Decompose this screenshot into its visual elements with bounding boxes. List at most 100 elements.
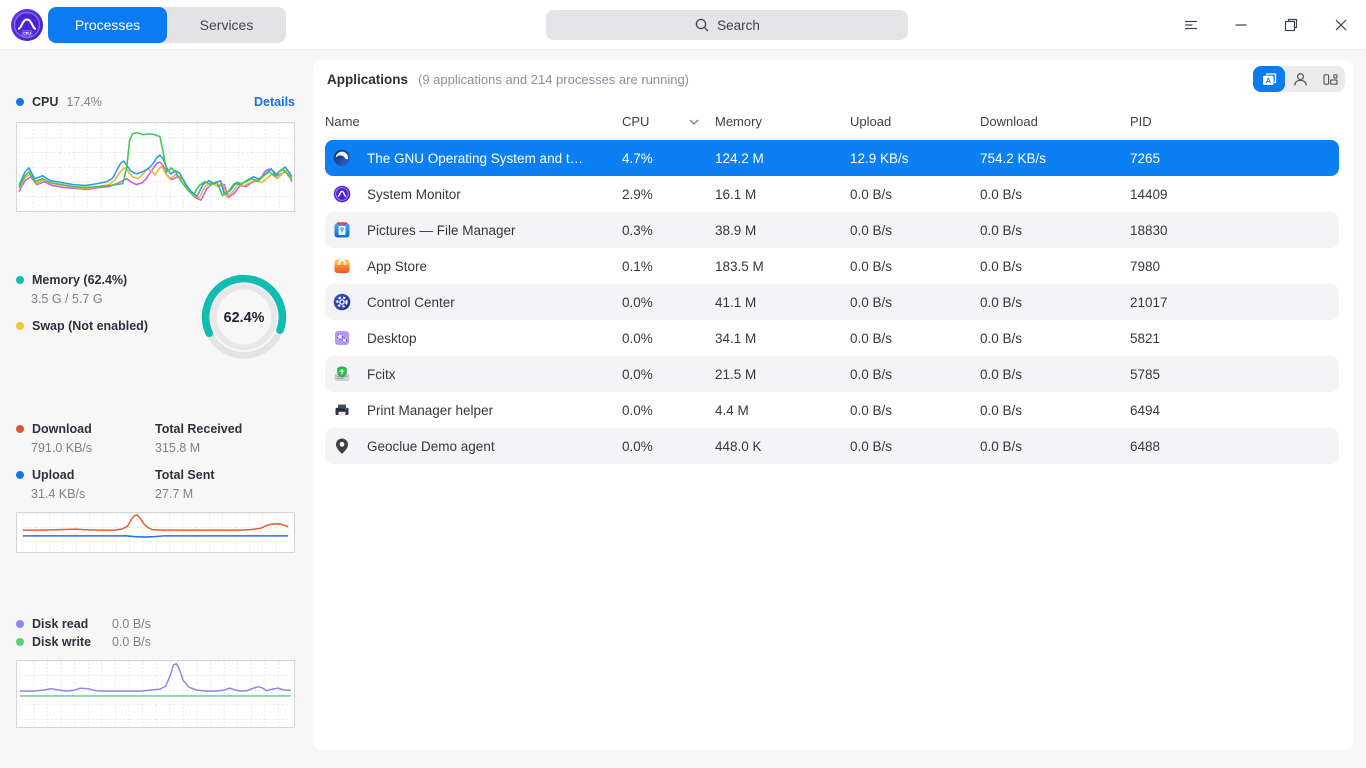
my-processes-view-button[interactable] [1285, 66, 1315, 92]
process-table: The GNU Operating System and t… 4.7% 124… [325, 140, 1339, 464]
applications-view-icon: A [1262, 72, 1276, 85]
process-cpu: 0.0% [622, 402, 653, 418]
control-center-icon [325, 293, 367, 311]
menu-icon[interactable] [1166, 0, 1216, 50]
network-history-chart [16, 512, 295, 553]
column-header-name[interactable]: Name [325, 114, 360, 129]
process-upload: 0.0 B/s [850, 186, 893, 202]
process-name: Geoclue Demo agent [367, 438, 495, 454]
process-pid: 7265 [1130, 150, 1161, 166]
process-name: App Store [367, 258, 428, 274]
process-cpu: 0.3% [622, 222, 653, 238]
disk-read-bullet-icon [16, 620, 24, 628]
download-series [22, 514, 289, 531]
app-logo-icon: CPU [11, 9, 43, 41]
window-controls [1166, 0, 1366, 50]
printer-icon [325, 401, 367, 419]
process-pid: 5785 [1130, 366, 1161, 382]
cpu-details-link[interactable]: Details [254, 95, 295, 109]
maximize-icon[interactable] [1266, 0, 1316, 50]
process-name: System Monitor [367, 186, 461, 202]
table-row[interactable]: The GNU Operating System and t… 4.7% 124… [325, 140, 1339, 176]
table-row[interactable]: System Monitor 2.9% 16.1 M 0.0 B/s 0.0 B… [325, 176, 1339, 212]
process-download: 0.0 B/s [980, 330, 1023, 346]
swap-bullet-icon [16, 322, 24, 330]
process-name: Desktop [367, 330, 417, 346]
cpu-value: 17.4% [66, 95, 102, 109]
disk-read-label: Disk read [32, 617, 89, 631]
upload-bullet-icon [16, 471, 24, 479]
download-label: Download [32, 422, 92, 436]
process-memory: 448.0 K [715, 438, 762, 454]
table-row[interactable]: App Store 0.1% 183.5 M 0.0 B/s 0.0 B/s 7… [325, 248, 1339, 284]
memory-summary: Memory (62.4%) [16, 273, 127, 287]
disk-write-value: 0.0 B/s [112, 635, 151, 649]
process-name: Control Center [367, 294, 455, 310]
process-pid: 21017 [1130, 294, 1168, 310]
table-row[interactable]: Fcitx 0.0% 21.5 M 0.0 B/s 0.0 B/s 5785 [325, 356, 1339, 392]
process-pid: 5821 [1130, 330, 1161, 346]
process-name: Fcitx [367, 366, 396, 382]
all-processes-view-button[interactable] [1315, 66, 1345, 92]
column-header-download[interactable]: Download [980, 114, 1038, 129]
fcitx-input-method-icon [325, 365, 367, 383]
process-download: 0.0 B/s [980, 402, 1023, 418]
svg-text:A: A [1265, 76, 1271, 85]
process-memory: 21.5 M [715, 366, 757, 382]
minimize-icon[interactable] [1216, 0, 1266, 50]
process-download: 0.0 B/s [980, 258, 1023, 274]
total-sent-value: 27.7 M [155, 487, 194, 501]
column-header-memory[interactable]: Memory [715, 114, 762, 129]
table-row[interactable]: Control Center 0.0% 41.1 M 0.0 B/s 0.0 B… [325, 284, 1339, 320]
process-upload: 0.0 B/s [850, 402, 893, 418]
process-name: Print Manager helper [367, 402, 494, 418]
memory-donut-percent: 62.4% [224, 310, 265, 326]
upload-label: Upload [32, 468, 75, 482]
memory-bullet-icon [16, 276, 24, 284]
process-upload: 0.0 B/s [850, 222, 893, 238]
memory-donut-arc [201, 274, 287, 360]
process-memory: 41.1 M [715, 294, 757, 310]
process-memory: 183.5 M [715, 258, 764, 274]
column-header-upload[interactable]: Upload [850, 114, 892, 129]
svg-text:CPU: CPU [23, 32, 31, 36]
cpu-summary: CPU 17.4% Details [16, 95, 295, 109]
close-icon[interactable] [1316, 0, 1366, 50]
search-input[interactable]: Search [546, 10, 908, 40]
disk-write-summary: Disk write 0.0 B/s [16, 635, 151, 649]
process-download: 754.2 KB/s [980, 150, 1047, 166]
process-pid: 18830 [1130, 222, 1168, 238]
table-row[interactable]: Pictures — File Manager 0.3% 38.9 M 0.0 … [325, 212, 1339, 248]
memory-label: Memory (62.4%) [32, 273, 128, 287]
app-store-icon [325, 257, 367, 275]
process-download: 0.0 B/s [980, 186, 1023, 202]
applications-view-button[interactable]: A [1253, 66, 1285, 92]
tab-processes[interactable]: Processes [48, 7, 167, 43]
swap-label: Swap (Not enabled) [32, 319, 148, 333]
process-cpu: 4.7% [622, 150, 653, 166]
upload-series [22, 535, 289, 538]
disk-read-summary: Disk read 0.0 B/s [16, 617, 151, 631]
table-header: Name CPU Memory Upload Download PID [325, 106, 1339, 138]
disk-read-series [20, 663, 291, 692]
tab-services[interactable]: Services [199, 17, 254, 33]
process-upload: 0.0 B/s [850, 258, 893, 274]
cpu-bullet-icon [16, 98, 24, 106]
system-monitor-icon [325, 185, 367, 203]
web-browser-icon [325, 149, 367, 167]
all-processes-icon [1322, 73, 1338, 85]
process-name: The GNU Operating System and t… [367, 150, 584, 166]
process-pid: 14409 [1130, 186, 1168, 202]
process-download: 0.0 B/s [980, 294, 1023, 310]
column-header-pid[interactable]: PID [1130, 114, 1152, 129]
process-download: 0.0 B/s [980, 222, 1023, 238]
cpu-history-chart [16, 122, 295, 212]
disk-read-value: 0.0 B/s [112, 617, 151, 631]
table-row[interactable]: Print Manager helper 0.0% 4.4 M 0.0 B/s … [325, 392, 1339, 428]
search-placeholder: Search [717, 17, 760, 33]
column-header-cpu[interactable]: CPU [622, 114, 715, 129]
table-row[interactable]: Geoclue Demo agent 0.0% 448.0 K 0.0 B/s … [325, 428, 1339, 464]
titlebar: CPU Processes Services Search [0, 0, 1366, 50]
search-icon [695, 18, 709, 32]
table-row[interactable]: Desktop 0.0% 34.1 M 0.0 B/s 0.0 B/s 5821 [325, 320, 1339, 356]
